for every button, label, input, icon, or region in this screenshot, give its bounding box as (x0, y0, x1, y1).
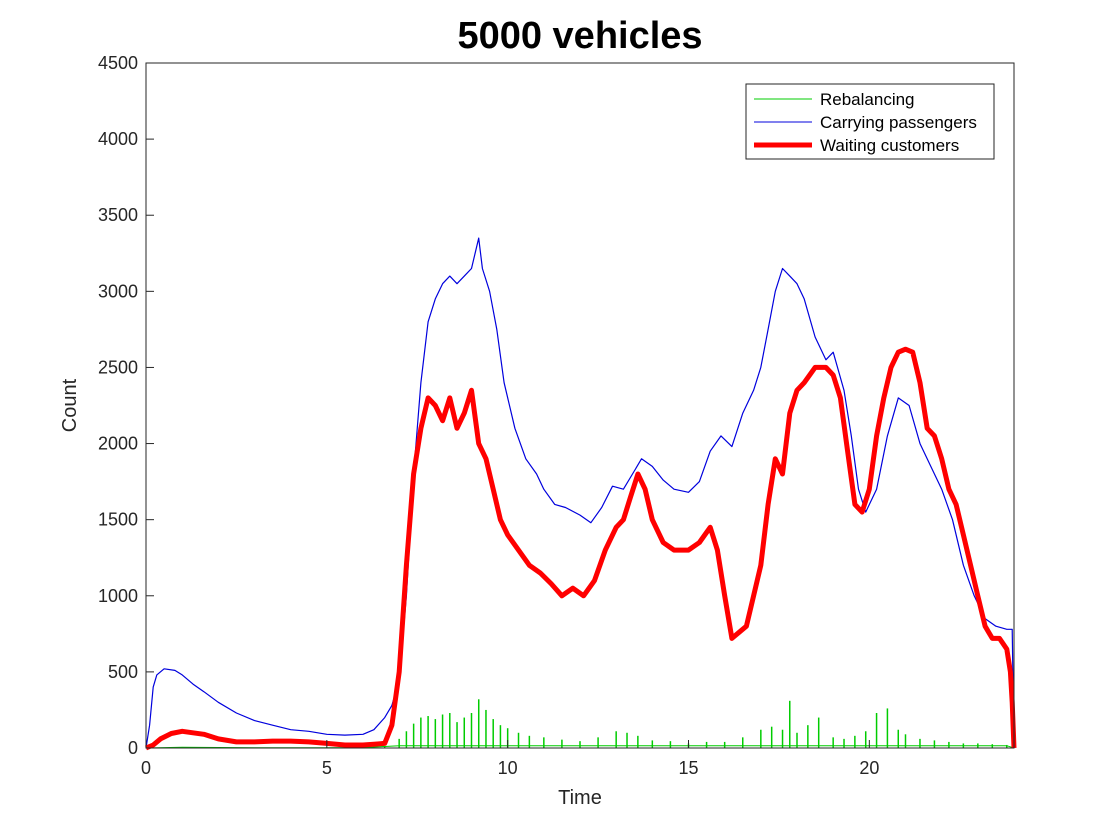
legend-label: Carrying passengers (820, 113, 977, 132)
rebalancing-baseline (145, 745, 1015, 749)
chart-title: 5000 vehicles (457, 15, 702, 57)
y-tick-label: 2500 (98, 357, 138, 377)
x-tick-label: 10 (498, 758, 518, 778)
x-tick-label: 15 (678, 758, 698, 778)
x-tick-label: 5 (322, 758, 332, 778)
y-tick-label: 2000 (98, 434, 138, 454)
series-rebalancing (145, 699, 1015, 749)
x-tick-label: 0 (141, 758, 151, 778)
y-tick-label: 4500 (98, 53, 138, 73)
legend: Rebalancing Carrying passengers Waiting cu… (745, 83, 995, 160)
y-axis-ticks: 0 500 1000 1500 2000 2500 3000 3500 4000 4500 (98, 53, 154, 758)
x-axis-title: Time (558, 787, 602, 809)
legend-label: Waiting customers (820, 136, 959, 155)
x-tick-label: 20 (859, 758, 879, 778)
series-layer (145, 237, 1017, 751)
legend-label: Rebalancing (820, 90, 915, 109)
series-waiting-customers (145, 346, 1017, 751)
y-tick-label: 500 (108, 662, 138, 682)
plot-area-border (145, 62, 1015, 749)
y-axis-title: Count (59, 378, 81, 432)
y-tick-label: 3500 (98, 205, 138, 225)
x-axis-ticks: 0 5 10 15 20 (141, 740, 879, 778)
y-tick-label: 3000 (98, 281, 138, 301)
y-tick-label: 1500 (98, 510, 138, 530)
y-tick-label: 1000 (98, 586, 138, 606)
series-carrying-passengers (145, 237, 1015, 749)
y-tick-label: 0 (128, 738, 138, 758)
y-tick-label: 4000 (98, 129, 138, 149)
